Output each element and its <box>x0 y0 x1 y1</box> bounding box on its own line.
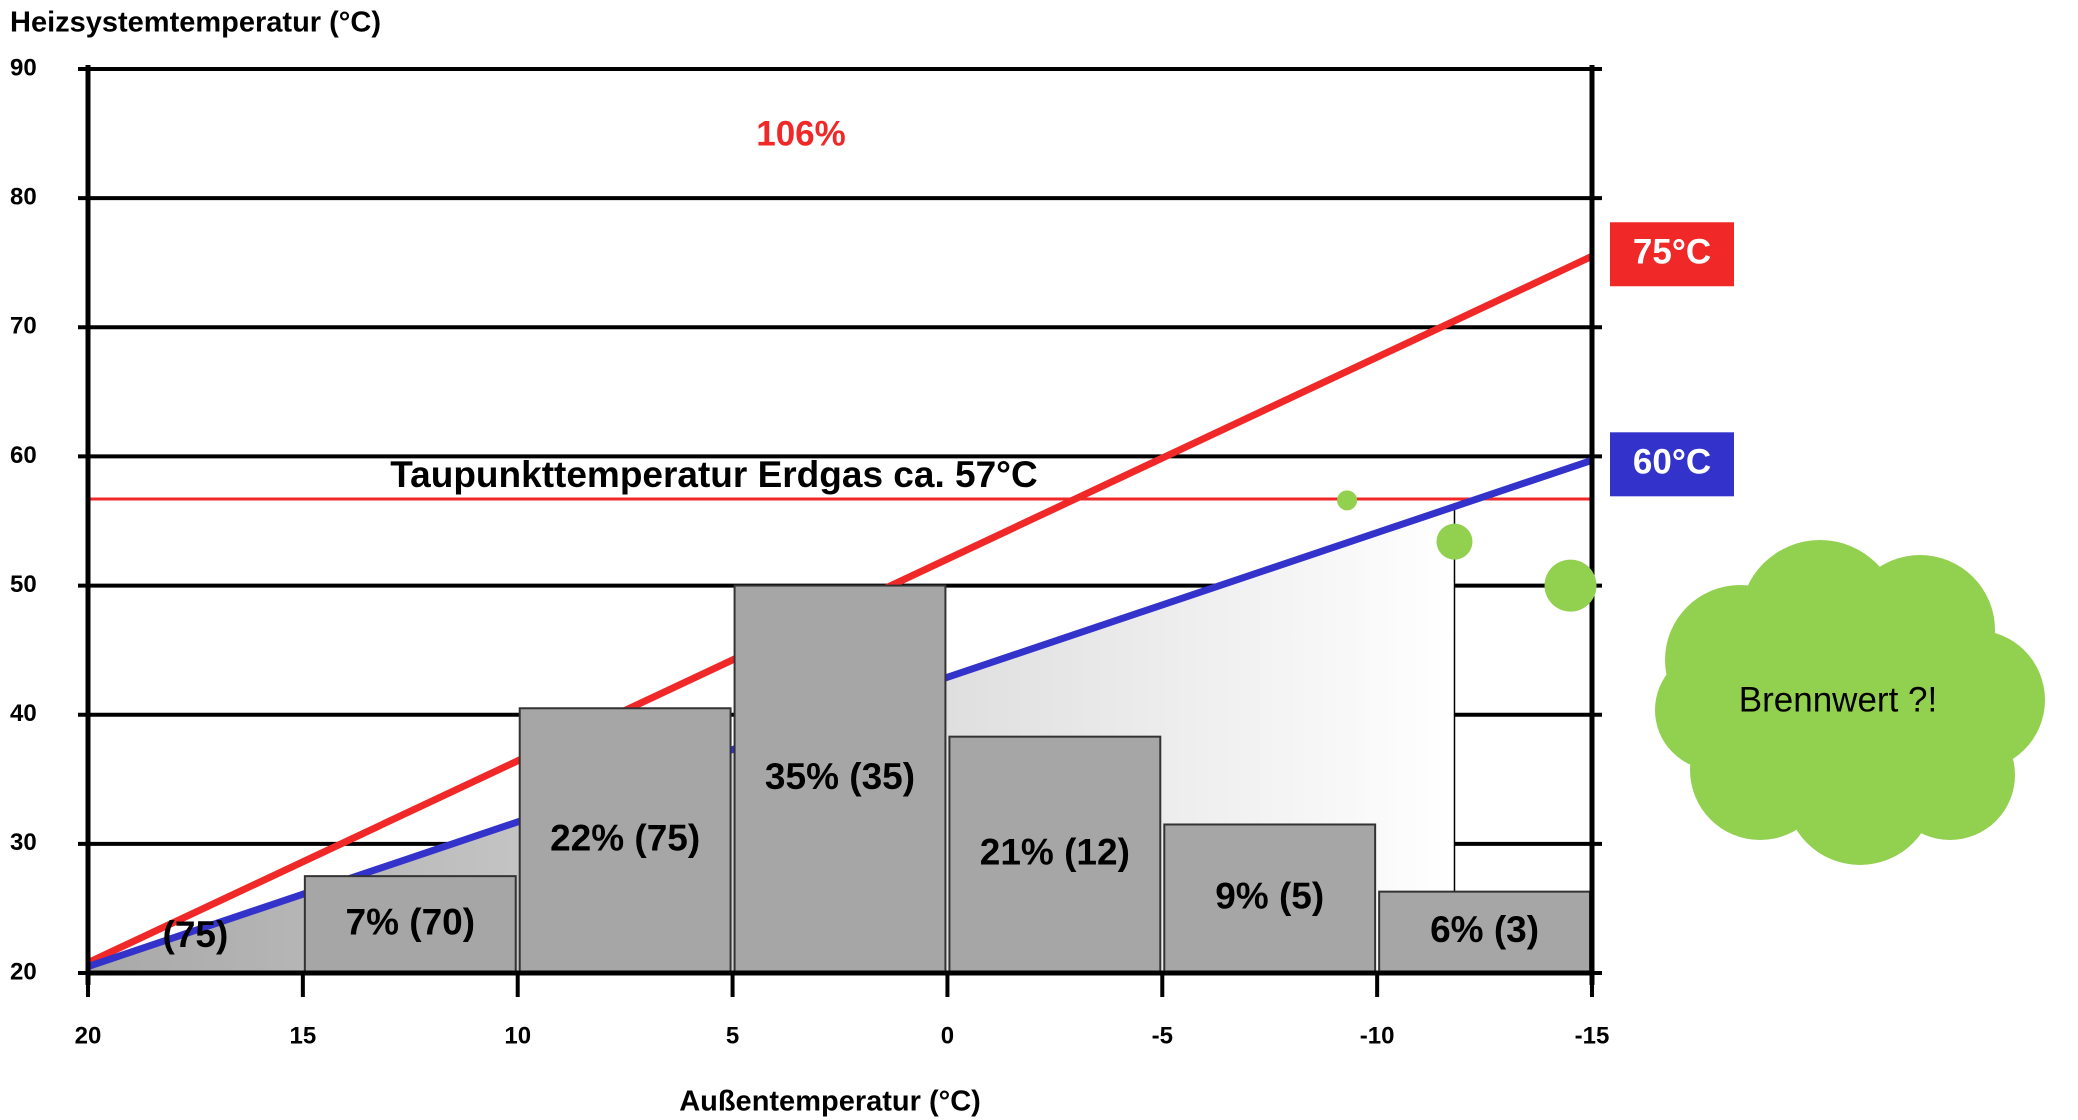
bar-label: 6% (3) <box>1430 909 1539 950</box>
annotation: 106% <box>756 114 846 153</box>
bar-label: 7% (70) <box>346 901 476 942</box>
callout-text: Brennwert ?! <box>1739 680 1937 719</box>
y-axis-title: Heizsystemtemperatur (°C) <box>10 7 381 39</box>
x-tick-label: -15 <box>1575 1022 1610 1049</box>
y-tick-label: 40 <box>10 700 37 727</box>
x-axis-title: Außentemperatur (°C) <box>679 1086 981 1118</box>
chart: Heizsystemtemperatur (°C) Außentemperatu… <box>0 0 2078 1120</box>
x-tick-label: 20 <box>75 1022 102 1049</box>
x-tick-label: 15 <box>290 1022 317 1049</box>
y-tick-label: 90 <box>10 54 37 81</box>
x-tick-label: -10 <box>1360 1022 1395 1049</box>
y-tick-label: 80 <box>10 183 37 210</box>
x-tick-label: 5 <box>726 1022 739 1049</box>
page: Heizsystemtemperatur (°C) Außentemperatu… <box>0 0 2078 1120</box>
bar-label: 21% (12) <box>980 832 1130 873</box>
point <box>1337 490 1357 510</box>
bar-label: (75) <box>163 914 229 955</box>
x-tick-label: 10 <box>504 1022 531 1049</box>
x-tick-label: -5 <box>1152 1022 1173 1049</box>
point <box>1436 524 1472 560</box>
y-tick-label: 70 <box>10 313 37 340</box>
legend-label: 60°C <box>1633 443 1711 482</box>
point <box>1545 560 1597 612</box>
y-tick-label: 30 <box>10 829 37 856</box>
y-tick-label: 20 <box>10 958 37 985</box>
threshold-label: Taupunkttemperatur Erdgas ca. 57°C <box>390 454 1037 495</box>
x-tick-label: 0 <box>941 1022 954 1049</box>
bar-label: 35% (35) <box>765 756 915 797</box>
bar-label: 9% (5) <box>1215 876 1324 917</box>
y-tick-label: 60 <box>10 442 37 469</box>
y-tick-label: 50 <box>10 571 37 598</box>
legend-label: 75°C <box>1633 233 1711 272</box>
bar-label: 22% (75) <box>550 817 700 858</box>
